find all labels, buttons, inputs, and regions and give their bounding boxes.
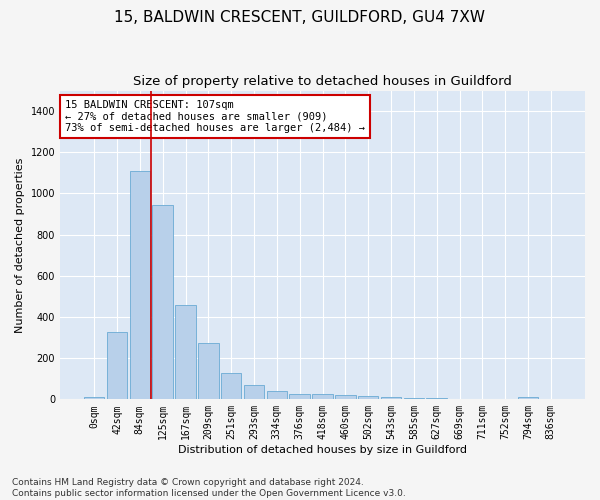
Bar bbox=[130, 171, 150, 400]
Bar bbox=[289, 394, 310, 400]
Bar bbox=[427, 398, 447, 400]
Bar bbox=[381, 398, 401, 400]
Bar bbox=[335, 395, 356, 400]
Text: 15, BALDWIN CRESCENT, GUILDFORD, GU4 7XW: 15, BALDWIN CRESCENT, GUILDFORD, GU4 7XW bbox=[115, 10, 485, 25]
Bar bbox=[472, 398, 493, 400]
Bar bbox=[449, 398, 470, 400]
Text: 15 BALDWIN CRESCENT: 107sqm
← 27% of detached houses are smaller (909)
73% of se: 15 BALDWIN CRESCENT: 107sqm ← 27% of det… bbox=[65, 100, 365, 133]
Bar bbox=[84, 398, 104, 400]
Bar bbox=[358, 396, 379, 400]
Bar bbox=[312, 394, 333, 400]
Bar bbox=[404, 398, 424, 400]
Y-axis label: Number of detached properties: Number of detached properties bbox=[15, 158, 25, 332]
Bar bbox=[175, 304, 196, 400]
Bar bbox=[107, 332, 127, 400]
Text: Contains HM Land Registry data © Crown copyright and database right 2024.
Contai: Contains HM Land Registry data © Crown c… bbox=[12, 478, 406, 498]
Bar bbox=[266, 391, 287, 400]
Bar bbox=[221, 372, 241, 400]
X-axis label: Distribution of detached houses by size in Guildford: Distribution of detached houses by size … bbox=[178, 445, 467, 455]
Bar bbox=[244, 385, 264, 400]
Bar bbox=[198, 342, 218, 400]
Bar bbox=[152, 205, 173, 400]
Title: Size of property relative to detached houses in Guildford: Size of property relative to detached ho… bbox=[133, 75, 512, 88]
Bar bbox=[518, 398, 538, 400]
